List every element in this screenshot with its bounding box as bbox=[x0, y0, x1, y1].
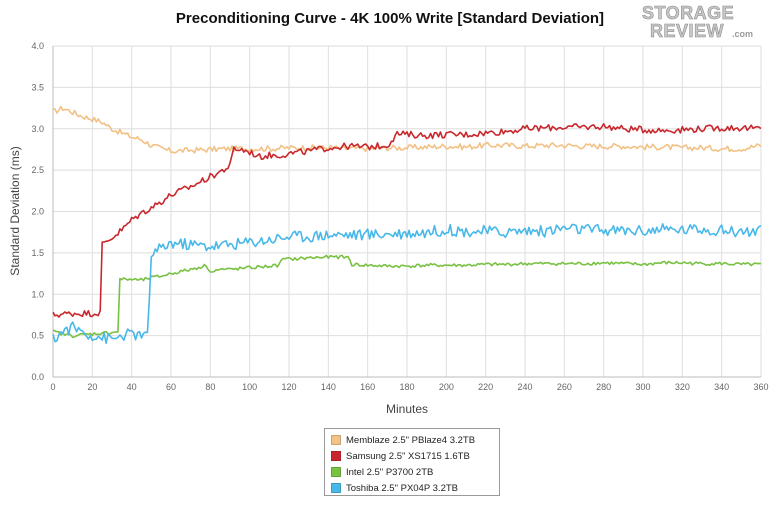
x-tick-labels: 0 20 40 60 80 100 120 140 160 180 200 220 240 260 280 3… bbox=[50, 382, 768, 392]
legend-item: Toshiba 2.5" PX04P 3.2TB bbox=[331, 480, 499, 496]
x-tick-label: 40 bbox=[127, 382, 137, 392]
x-tick-label: 340 bbox=[714, 382, 729, 392]
storagereview-logo: STORAGE REVIEW .com bbox=[640, 2, 772, 42]
legend-swatch bbox=[331, 451, 341, 461]
x-tick-label: 200 bbox=[439, 382, 454, 392]
svg-text:STORAGE: STORAGE bbox=[642, 3, 734, 23]
chart-title: Preconditioning Curve - 4K 100% Write [S… bbox=[175, 10, 605, 27]
svg-text:REVIEW: REVIEW bbox=[650, 21, 724, 41]
x-tick-label: 320 bbox=[675, 382, 690, 392]
x-tick-label: 260 bbox=[557, 382, 572, 392]
x-tick-label: 100 bbox=[242, 382, 257, 392]
y-tick-label: 2.5 bbox=[31, 165, 44, 175]
x-axis-label: Minutes bbox=[386, 402, 428, 416]
chart-axes bbox=[52, 46, 761, 378]
x-tick-label: 180 bbox=[399, 382, 414, 392]
y-tick-label: 3.5 bbox=[31, 82, 44, 92]
x-tick-label: 360 bbox=[753, 382, 768, 392]
y-tick-labels: 0.0 0.5 1.0 1.5 2.0 2.5 3.0 3.5 4.0 bbox=[31, 41, 44, 382]
x-tick-label: 120 bbox=[281, 382, 296, 392]
legend-item: Samsung 2.5" XS1715 1.6TB bbox=[331, 448, 499, 464]
y-tick-label: 4.0 bbox=[31, 41, 44, 51]
y-tick-label: 2.0 bbox=[31, 207, 44, 217]
series-line-0 bbox=[52, 105, 762, 154]
x-tick-label: 240 bbox=[517, 382, 532, 392]
x-tick-label: 140 bbox=[321, 382, 336, 392]
chart-grid bbox=[52, 45, 762, 378]
legend-swatch bbox=[331, 435, 341, 445]
legend-item: Memblaze 2.5" PBlaze4 3.2TB bbox=[331, 432, 499, 448]
legend-label: Toshiba 2.5" PX04P 3.2TB bbox=[346, 482, 458, 494]
y-axis-label: Standard Deviation (ms) bbox=[8, 146, 22, 275]
legend-label: Samsung 2.5" XS1715 1.6TB bbox=[346, 450, 470, 462]
x-tick-label: 20 bbox=[87, 382, 97, 392]
y-tick-label: 0.5 bbox=[31, 331, 44, 341]
x-tick-label: 280 bbox=[596, 382, 611, 392]
legend-swatch bbox=[331, 467, 341, 477]
y-tick-label: 1.0 bbox=[31, 289, 44, 299]
series-lines bbox=[52, 105, 762, 345]
x-tick-label: 220 bbox=[478, 382, 493, 392]
legend-swatch bbox=[331, 483, 341, 493]
chart-legend: Memblaze 2.5" PBlaze4 3.2TB Samsung 2.5" … bbox=[324, 428, 500, 496]
x-tick-label: 300 bbox=[635, 382, 650, 392]
series-line-3 bbox=[52, 223, 762, 345]
legend-label: Intel 2.5" P3700 2TB bbox=[346, 466, 434, 478]
x-tick-label: 80 bbox=[205, 382, 215, 392]
legend-label: Memblaze 2.5" PBlaze4 3.2TB bbox=[346, 434, 476, 446]
svg-text:.com: .com bbox=[732, 29, 753, 39]
legend-item: Intel 2.5" P3700 2TB bbox=[331, 464, 499, 480]
x-tick-label: 0 bbox=[50, 382, 55, 392]
y-tick-label: 0.0 bbox=[31, 372, 44, 382]
y-tick-label: 3.0 bbox=[31, 124, 44, 134]
x-tick-label: 60 bbox=[166, 382, 176, 392]
x-tick-label: 160 bbox=[360, 382, 375, 392]
y-tick-label: 1.5 bbox=[31, 248, 44, 258]
series-line-2 bbox=[52, 254, 762, 339]
series-line-1 bbox=[52, 123, 762, 318]
